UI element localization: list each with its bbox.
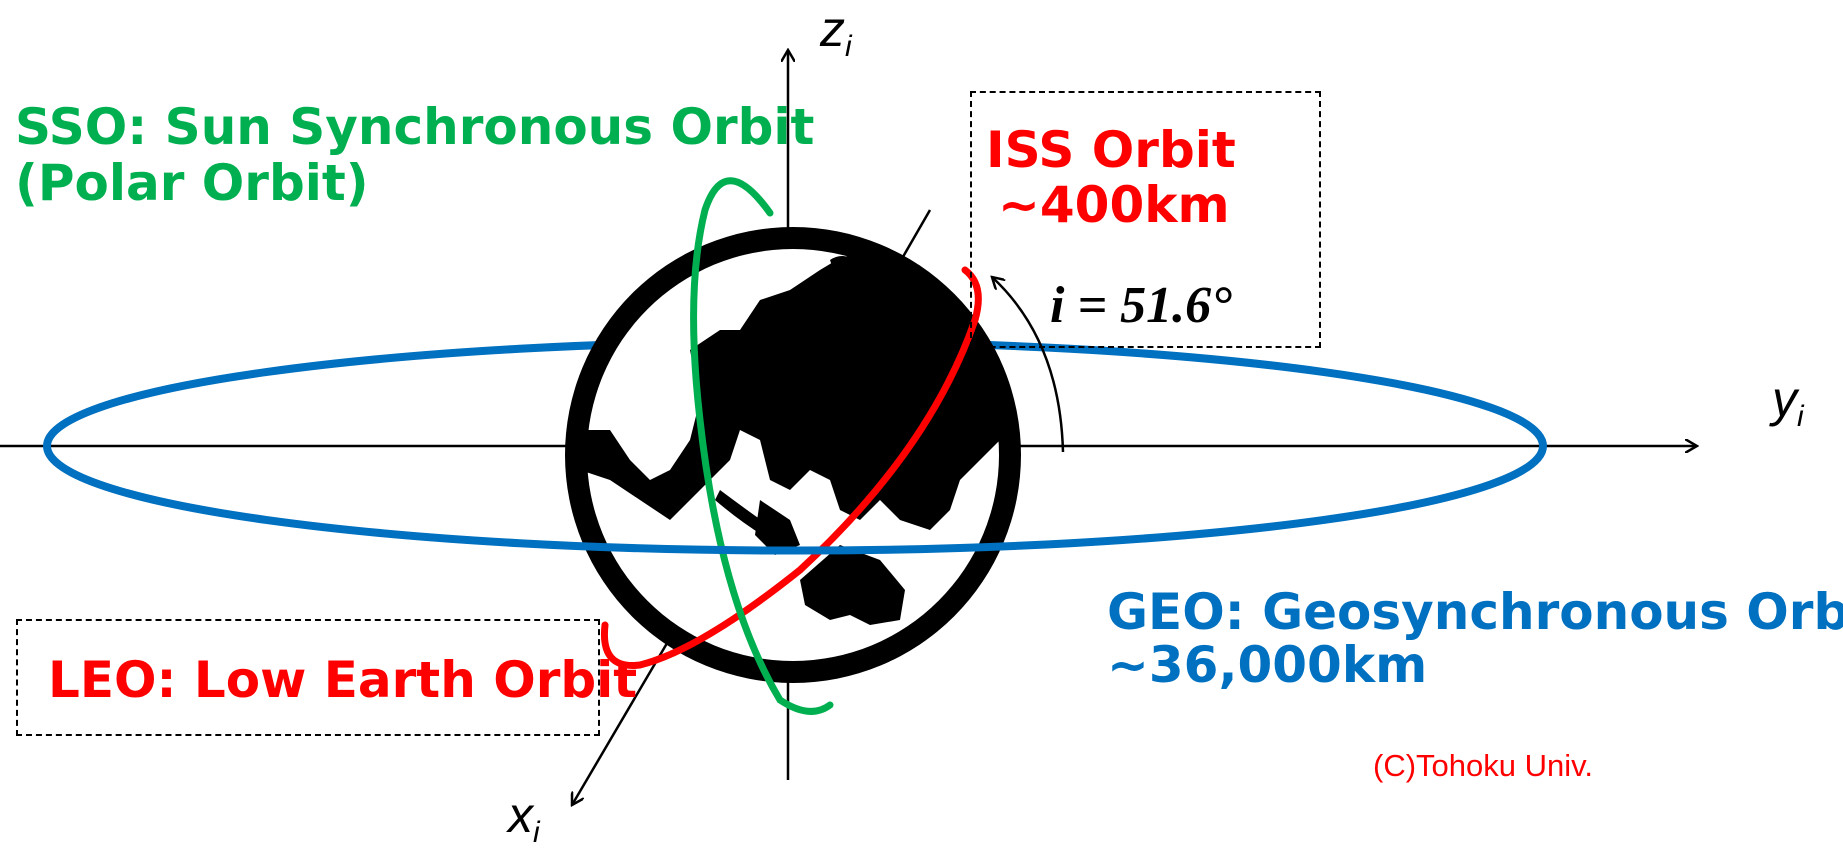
earth-globe-icon [565,227,1021,683]
iss-label-line1: ISS Orbit [986,121,1236,179]
sso-label-line2: (Polar Orbit) [15,154,369,212]
geo-label-line2: ~36,000km [1107,636,1428,694]
geo-label-line1: GEO: Geosynchronous Orbit [1107,583,1843,641]
y-axis-label: yi [1772,371,1804,433]
geo-orbit-front [43,445,1547,555]
iss-label-box [970,91,1321,348]
inclination-arc [992,277,1065,453]
inclination-label: i = 51.6° [1050,277,1232,334]
z-axis-label: zi [820,1,852,63]
leo-label: LEO: Low Earth Orbit [48,651,638,709]
x-axis-label: xi [508,787,540,849]
copyright-text: (C)Tohoku Univ. [1373,748,1593,783]
iss-label-line2: ~400km [998,176,1230,234]
inclination-guide-line [898,209,932,263]
leo-label-box [16,619,600,736]
iss-orbit [600,266,982,669]
sso-label-line1: SSO: Sun Synchronous Orbit [15,98,815,156]
sso-orbit [690,177,834,715]
